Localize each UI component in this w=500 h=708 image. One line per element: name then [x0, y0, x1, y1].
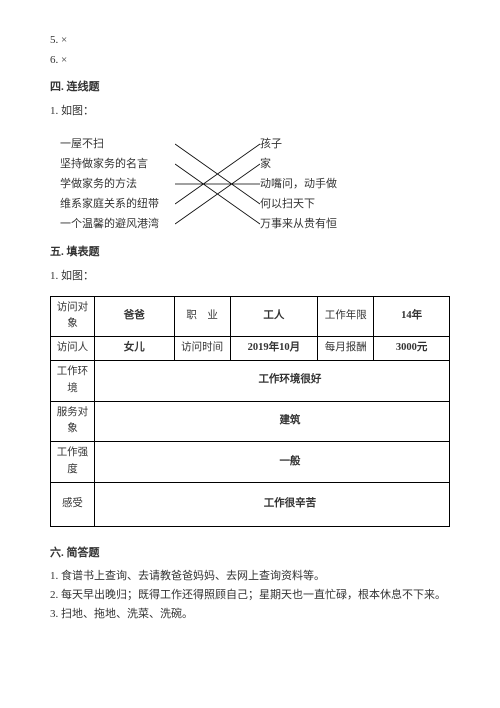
cell-r4c1: 服务对象 [51, 401, 95, 442]
cell-r3c1: 工作环境 [51, 360, 95, 401]
match-left-4: 维系家庭关系的纽带 [60, 194, 190, 214]
table-row: 服务对象 建筑 [51, 401, 450, 442]
table-row: 工作环境 工作环境很好 [51, 360, 450, 401]
section-4-prompt: 1. 如图： [50, 103, 450, 121]
match-left-3: 学做家务的方法 [60, 174, 190, 194]
cell-r5c1: 工作强度 [51, 442, 95, 483]
table-row: 感受 工作很辛苦 [51, 482, 450, 526]
matching-left-column: 一屋不扫 坚持做家务的名言 学做家务的方法 维系家庭关系的纽带 一个温馨的避风港… [60, 134, 190, 234]
match-left-2: 坚持做家务的名言 [60, 154, 190, 174]
cell-r1c5: 工作年限 [318, 296, 374, 337]
answer-6: 6. × [50, 52, 450, 70]
matching-diagram: 一屋不扫 坚持做家务的名言 学做家务的方法 维系家庭关系的纽带 一个温馨的避风港… [60, 134, 400, 234]
cell-r2c2: 女儿 [94, 337, 174, 361]
short-answer-1: 1. 食谱书上查询、去请教爸爸妈妈、去网上查询资料等。 [50, 568, 450, 586]
cell-r1c2: 爸爸 [94, 296, 174, 337]
short-answer-3: 3. 扫地、拖地、洗菜、洗碗。 [50, 606, 450, 624]
cell-r1c1: 访问对象 [51, 296, 95, 337]
match-left-5: 一个温馨的避风港湾 [60, 214, 190, 234]
cell-r3v: 工作环境很好 [94, 360, 449, 401]
cell-r1c3: 职 业 [174, 296, 230, 337]
answer-5: 5. × [50, 32, 450, 50]
cell-r1c4: 工人 [230, 296, 318, 337]
cell-r2c5: 每月报酬 [318, 337, 374, 361]
matching-right-column: 孩子 家 动嘴问，动手做 何以扫天下 万事来从贵有恒 [260, 134, 400, 234]
cell-r2c1: 访问人 [51, 337, 95, 361]
cell-r5v: 一般 [94, 442, 449, 483]
match-right-1: 孩子 [260, 134, 400, 154]
short-answer-2: 2. 每天早出晚归；既得工作还得照顾自己；星期天也一直忙碌，根本休息不下来。 [50, 587, 450, 605]
form-table: 访问对象 爸爸 职 业 工人 工作年限 14年 访问人 女儿 访问时间 2019… [50, 296, 450, 527]
cell-r2c4: 2019年10月 [230, 337, 318, 361]
short-answer-block: 1. 食谱书上查询、去请教爸爸妈妈、去网上查询资料等。 2. 每天早出晚归；既得… [50, 568, 450, 623]
match-right-4: 何以扫天下 [260, 194, 400, 214]
match-right-3: 动嘴问，动手做 [260, 174, 400, 194]
section-5-title: 五. 填表题 [50, 244, 450, 262]
match-right-5: 万事来从贵有恒 [260, 214, 400, 234]
table-row: 访问对象 爸爸 职 业 工人 工作年限 14年 [51, 296, 450, 337]
section-6-title: 六. 简答题 [50, 545, 450, 563]
section-4-title: 四. 连线题 [50, 79, 450, 97]
matching-lines [175, 134, 260, 234]
match-right-2: 家 [260, 154, 400, 174]
cell-r6v: 工作很辛苦 [94, 482, 449, 526]
table-row: 访问人 女儿 访问时间 2019年10月 每月报酬 3000元 [51, 337, 450, 361]
match-left-1: 一屋不扫 [60, 134, 190, 154]
table-row: 工作强度 一般 [51, 442, 450, 483]
cell-r1c6: 14年 [374, 296, 450, 337]
cell-r4v: 建筑 [94, 401, 449, 442]
cell-r6c1: 感受 [51, 482, 95, 526]
section-5-prompt: 1. 如图： [50, 268, 450, 286]
cell-r2c6: 3000元 [374, 337, 450, 361]
cell-r2c3: 访问时间 [174, 337, 230, 361]
